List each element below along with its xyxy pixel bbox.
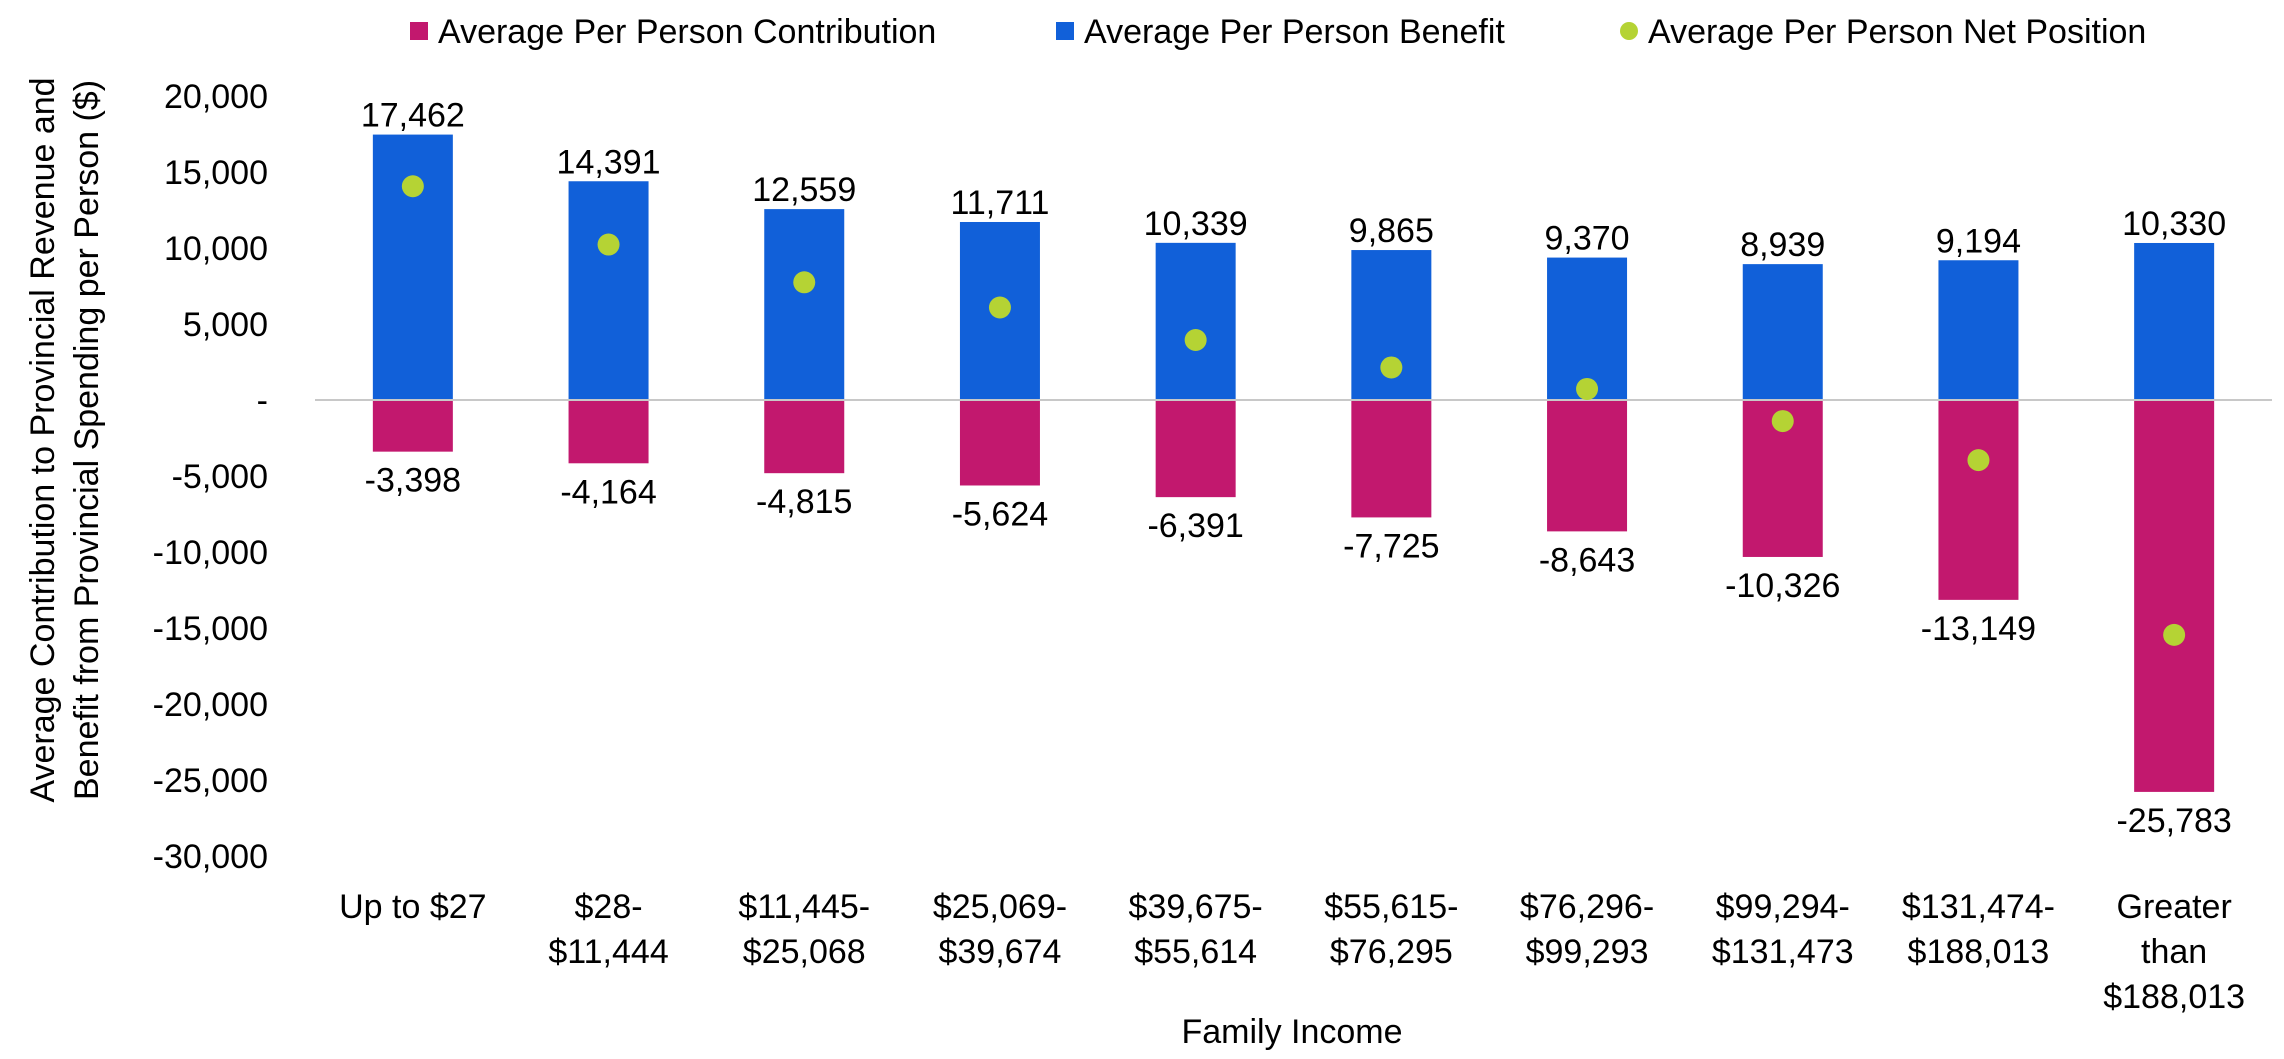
y-tick-label: 10,000	[164, 230, 268, 268]
contribution-data-label: -25,783	[2116, 802, 2231, 840]
legend-label: Average Per Person Benefit	[1084, 13, 1505, 51]
benefit-bar	[1742, 264, 1823, 400]
legend-item: Average Per Person Net Position	[1620, 13, 2146, 51]
benefit-data-label: 9,194	[1936, 222, 2021, 260]
legend-item: Average Per Person Contribution	[410, 13, 936, 51]
x-tick-label: $28-	[575, 888, 643, 926]
x-tick-label: $76,295	[1330, 933, 1453, 971]
benefit-data-label: 11,711	[950, 184, 1049, 222]
legend-label: Average Per Person Net Position	[1648, 13, 2146, 51]
legend-swatch	[1620, 22, 1638, 40]
benefit-data-label: 10,330	[2122, 205, 2226, 243]
x-tick-label: $76,296-	[1520, 888, 1654, 926]
x-tick-label: $99,293	[1526, 933, 1649, 971]
net-position-point	[1967, 449, 1990, 472]
y-tick-label: 20,000	[164, 78, 268, 116]
legend-item: Average Per Person Benefit	[1056, 13, 1505, 51]
legend-swatch	[1056, 22, 1074, 40]
contribution-bar	[1351, 400, 1432, 518]
y-tick-label: 15,000	[164, 154, 268, 192]
data-labels: 17,462 14,391 12,559 11,711 10,339 9,865 9,370…	[361, 97, 2232, 840]
contribution-data-label: -6,391	[1147, 507, 1243, 545]
benefit-bar	[764, 209, 845, 400]
net-position-point	[1184, 328, 1207, 351]
contribution-data-label: -3,398	[365, 462, 461, 500]
net-position-point	[597, 233, 620, 256]
benefit-data-label: 17,462	[361, 97, 465, 135]
benefit-bar	[372, 134, 453, 400]
benefit-data-label: 8,939	[1740, 226, 1825, 264]
benefit-data-label: 14,391	[557, 143, 661, 181]
x-tick-label: $131,474-	[1902, 888, 2055, 926]
contribution-bar	[2134, 400, 2215, 792]
benefit-data-label: 12,559	[752, 171, 856, 209]
contribution-data-label: -4,815	[756, 483, 852, 521]
net-position-point	[1771, 410, 1794, 433]
benefit-bar	[2134, 242, 2215, 400]
y-tick-label: -20,000	[153, 686, 268, 724]
x-tick-label: $25,068	[743, 933, 866, 971]
bars	[372, 134, 2215, 792]
contribution-data-label: -4,164	[560, 473, 656, 511]
x-tick-label: Up to $27	[339, 888, 486, 926]
benefit-bar	[1938, 260, 2019, 400]
benefit-bar	[1155, 242, 1236, 400]
y-tick-label: -15,000	[153, 610, 268, 648]
x-axis-ticks: Up to $27 $28- $11,444 $11,445- $25,068 $25,0…	[339, 888, 2245, 1016]
y-tick-label: -10,000	[153, 534, 268, 572]
contribution-bar	[764, 400, 845, 474]
benefit-data-label: 9,370	[1545, 220, 1630, 258]
contribution-data-label: -8,643	[1539, 541, 1635, 579]
x-axis-title: Family Income	[1181, 1013, 1402, 1051]
contribution-bar	[1938, 400, 2019, 600]
net-position-point	[2163, 623, 2186, 646]
contribution-data-label: -7,725	[1343, 527, 1439, 565]
x-tick-label: Greater	[2117, 888, 2232, 926]
legend-swatch	[410, 22, 428, 40]
x-tick-label: $11,445-	[738, 888, 870, 926]
legend-label: Average Per Person Contribution	[438, 13, 936, 51]
y-axis-title-line: Benefit from Provincial Spending per Per…	[68, 80, 106, 800]
contribution-data-label: -13,149	[1921, 610, 2036, 648]
x-tick-label: $131,473	[1712, 933, 1854, 971]
net-position-point	[401, 175, 424, 198]
contribution-bar	[372, 400, 453, 452]
benefit-data-label: 10,339	[1144, 205, 1248, 243]
net-position-point	[1380, 356, 1403, 379]
x-tick-label: $55,614	[1134, 933, 1257, 971]
net-position-point	[988, 296, 1011, 319]
x-tick-label: $11,444	[548, 933, 668, 971]
benefit-data-label: 9,865	[1349, 212, 1434, 250]
y-tick-label: -30,000	[153, 838, 268, 876]
contribution-bar	[959, 400, 1040, 486]
contribution-bar	[1155, 400, 1236, 498]
y-axis-title: Average Contribution to Provincial Reven…	[24, 77, 106, 802]
contribution-bar	[568, 400, 649, 464]
x-tick-label: $39,674	[938, 933, 1061, 971]
y-tick-label: -5,000	[172, 458, 268, 496]
net-position-point	[793, 271, 816, 294]
benefit-bar	[1547, 257, 1628, 400]
x-tick-label: $25,069-	[933, 888, 1067, 926]
y-tick-label: 5,000	[183, 306, 268, 344]
net-position-points	[401, 175, 2186, 646]
x-tick-label: $99,294-	[1716, 888, 1850, 926]
legend: Average Per Person Contribution Average P…	[410, 13, 2146, 51]
x-tick-label: $55,615-	[1324, 888, 1458, 926]
contribution-data-label: -5,624	[952, 495, 1048, 533]
x-tick-label: $188,013	[1908, 933, 2050, 971]
contribution-bar	[1547, 400, 1628, 532]
x-tick-label: $188,013	[2103, 978, 2245, 1016]
benefit-bar	[568, 181, 649, 400]
x-tick-label: $39,675-	[1129, 888, 1263, 926]
net-position-point	[1576, 377, 1599, 400]
y-axis-title-line: Average Contribution to Provincial Reven…	[24, 77, 62, 802]
y-tick-label: -25,000	[153, 762, 268, 800]
contribution-data-label: -10,326	[1725, 567, 1840, 605]
x-tick-label: than	[2141, 933, 2207, 971]
y-tick-label: -	[257, 382, 268, 420]
y-axis-ticks: 20,000 15,000 10,000 5,000 - -5,000 -10,000 -15…	[153, 78, 268, 876]
